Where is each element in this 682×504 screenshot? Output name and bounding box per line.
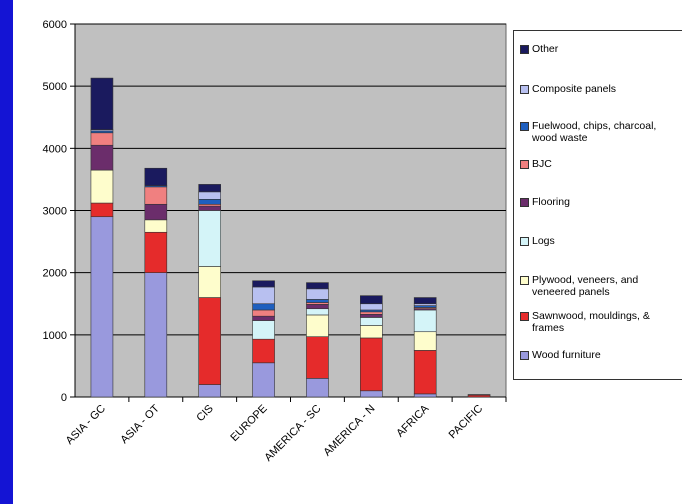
legend-item-other: Other — [520, 43, 682, 55]
legend-item-sawnwood: Sawnwood, mouldings, & frames — [520, 310, 682, 334]
bar-segment — [252, 286, 275, 305]
bar-segment — [360, 303, 383, 311]
bar-segment — [198, 384, 221, 398]
bar-segment — [306, 378, 329, 398]
bar-segment — [198, 184, 221, 193]
y-tick-label: 6000 — [43, 19, 67, 31]
bar-segment — [306, 288, 329, 300]
legend-label: Wood furniture — [532, 349, 601, 361]
bar-segment — [198, 210, 221, 267]
chart-frame: 0 1000 2000 3000 4000 5000 6000 ASIA - GC ASIA -… — [13, 0, 682, 504]
legend-swatch — [520, 237, 529, 246]
bar-segment — [252, 338, 275, 364]
bar-segment — [360, 390, 383, 398]
legend-item-composite-panels: Composite panels — [520, 83, 682, 95]
bar-segment — [413, 393, 437, 398]
legend-swatch — [520, 160, 529, 169]
legend-label: Flooring — [532, 196, 570, 208]
legend-label: Composite panels — [532, 83, 617, 95]
bar-segment — [90, 202, 114, 218]
x-tick-label: EUROPE — [228, 403, 269, 444]
bar-segment — [306, 308, 329, 316]
x-tick-label: AMERICA - N — [321, 403, 377, 459]
bar-segment — [252, 309, 275, 317]
y-tick-label: 4000 — [43, 143, 67, 155]
bar-segment — [90, 144, 114, 171]
legend-swatch — [520, 122, 529, 131]
bar-segment — [413, 331, 437, 351]
bar-segment — [252, 320, 275, 340]
bar-segment — [360, 295, 383, 305]
bar-segment — [144, 203, 168, 221]
legend-item-flooring: Flooring — [520, 196, 682, 208]
bar-segment — [252, 280, 275, 288]
x-tick-label: ASIA - GC — [64, 403, 108, 447]
bar-segment — [360, 325, 383, 339]
legend-label: Fuelwood, chips, charcoal, wood waste — [532, 120, 657, 144]
bar-segment — [306, 282, 329, 290]
bar-segment — [413, 309, 437, 333]
legend-swatch — [520, 198, 529, 207]
bar-segment — [90, 77, 114, 130]
legend-swatch — [520, 276, 529, 285]
stacked-bar-chart: 0 1000 2000 3000 4000 5000 6000 ASIA - GC ASIA -… — [43, 19, 507, 464]
bar-segment — [144, 219, 168, 233]
legend-label: Plywood, veneers, and veneered panels — [532, 274, 639, 298]
y-tick-label: 0 — [61, 392, 67, 404]
bar-segment — [360, 311, 383, 315]
bar-segment — [90, 216, 114, 398]
bar-segment — [144, 186, 168, 205]
bar-segment — [306, 299, 329, 303]
x-tick-label: AFRICA — [394, 402, 431, 439]
bar-segment — [413, 297, 437, 305]
bar-segment — [144, 167, 168, 186]
x-tick-label: ASIA - OT — [118, 402, 162, 446]
bar-segment — [413, 350, 437, 395]
x-tick-label: AMERICA - SC — [262, 403, 323, 464]
y-tick-label: 1000 — [43, 330, 67, 342]
bar-segment — [360, 317, 383, 326]
legend-label: BJC — [532, 158, 552, 170]
bar-segment — [144, 272, 168, 398]
bar-segment — [198, 266, 221, 298]
bar-segment — [252, 315, 275, 321]
bar-segment — [360, 337, 383, 392]
bar-segment — [90, 132, 114, 146]
legend-swatch — [520, 351, 529, 360]
y-tick-label: 3000 — [43, 206, 67, 218]
legend-item-plywood: Plywood, veneers, and veneered panels — [520, 274, 682, 298]
bar-segment — [198, 205, 221, 211]
bar-segment — [360, 314, 383, 318]
bar-segment — [252, 362, 275, 398]
bar-segment — [306, 304, 329, 310]
legend-label: Logs — [532, 235, 555, 247]
y-tick-label: 2000 — [43, 268, 67, 280]
legend-label: Other — [532, 43, 559, 55]
x-tick-label: CIS — [194, 403, 215, 424]
legend-label: Sawnwood, mouldings, & frames — [532, 310, 650, 334]
legend-item-logs: Logs — [520, 235, 682, 247]
bar-segment — [198, 191, 221, 200]
legend-item-fuelwood: Fuelwood, chips, charcoal, wood waste — [520, 120, 682, 144]
bar-segment — [467, 394, 491, 396]
legend-swatch — [520, 85, 529, 94]
bar-segment — [306, 336, 329, 379]
legend-swatch — [520, 45, 529, 54]
chart-legend: Other Composite panels Fuelwood, chips, … — [513, 30, 682, 380]
bar-segment — [90, 169, 114, 204]
bar-segment — [306, 314, 329, 337]
bar-segment — [144, 231, 168, 273]
bar-segment — [252, 303, 275, 311]
y-tick-label: 5000 — [43, 81, 67, 93]
bar-segment — [198, 297, 221, 385]
legend-swatch — [520, 312, 529, 321]
legend-item-bjc: BJC — [520, 158, 682, 170]
legend-item-wood-furniture: Wood furniture — [520, 349, 682, 361]
x-tick-label: PACIFIC — [447, 403, 486, 442]
bar-segment — [198, 199, 221, 205]
